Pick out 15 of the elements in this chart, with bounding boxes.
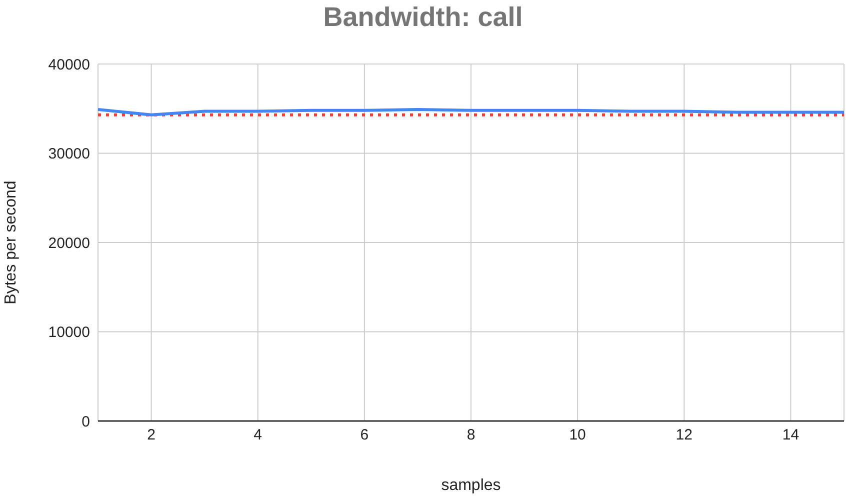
x-tick-label: 8 [466, 426, 476, 444]
chart-title: Bandwidth: call [322, 1, 524, 33]
x-tick-label: 12 [676, 426, 692, 444]
x-tick-label: 4 [254, 426, 262, 444]
x-tick-label: 6 [360, 426, 369, 444]
x-tick-label: 10 [569, 426, 586, 444]
y-tick-label: 40000 [48, 56, 90, 74]
y-tick-label: 30000 [48, 146, 90, 163]
y-tick-label: 20000 [48, 234, 90, 252]
y-axis-title: Bytes per second [2, 180, 20, 304]
x-tick-label: 2 [147, 426, 156, 444]
x-axis-title: samples [441, 477, 501, 494]
y-tick-label: 0 [82, 413, 90, 430]
y-tick-label: 10000 [48, 324, 90, 342]
x-tick-label: 14 [782, 426, 800, 444]
